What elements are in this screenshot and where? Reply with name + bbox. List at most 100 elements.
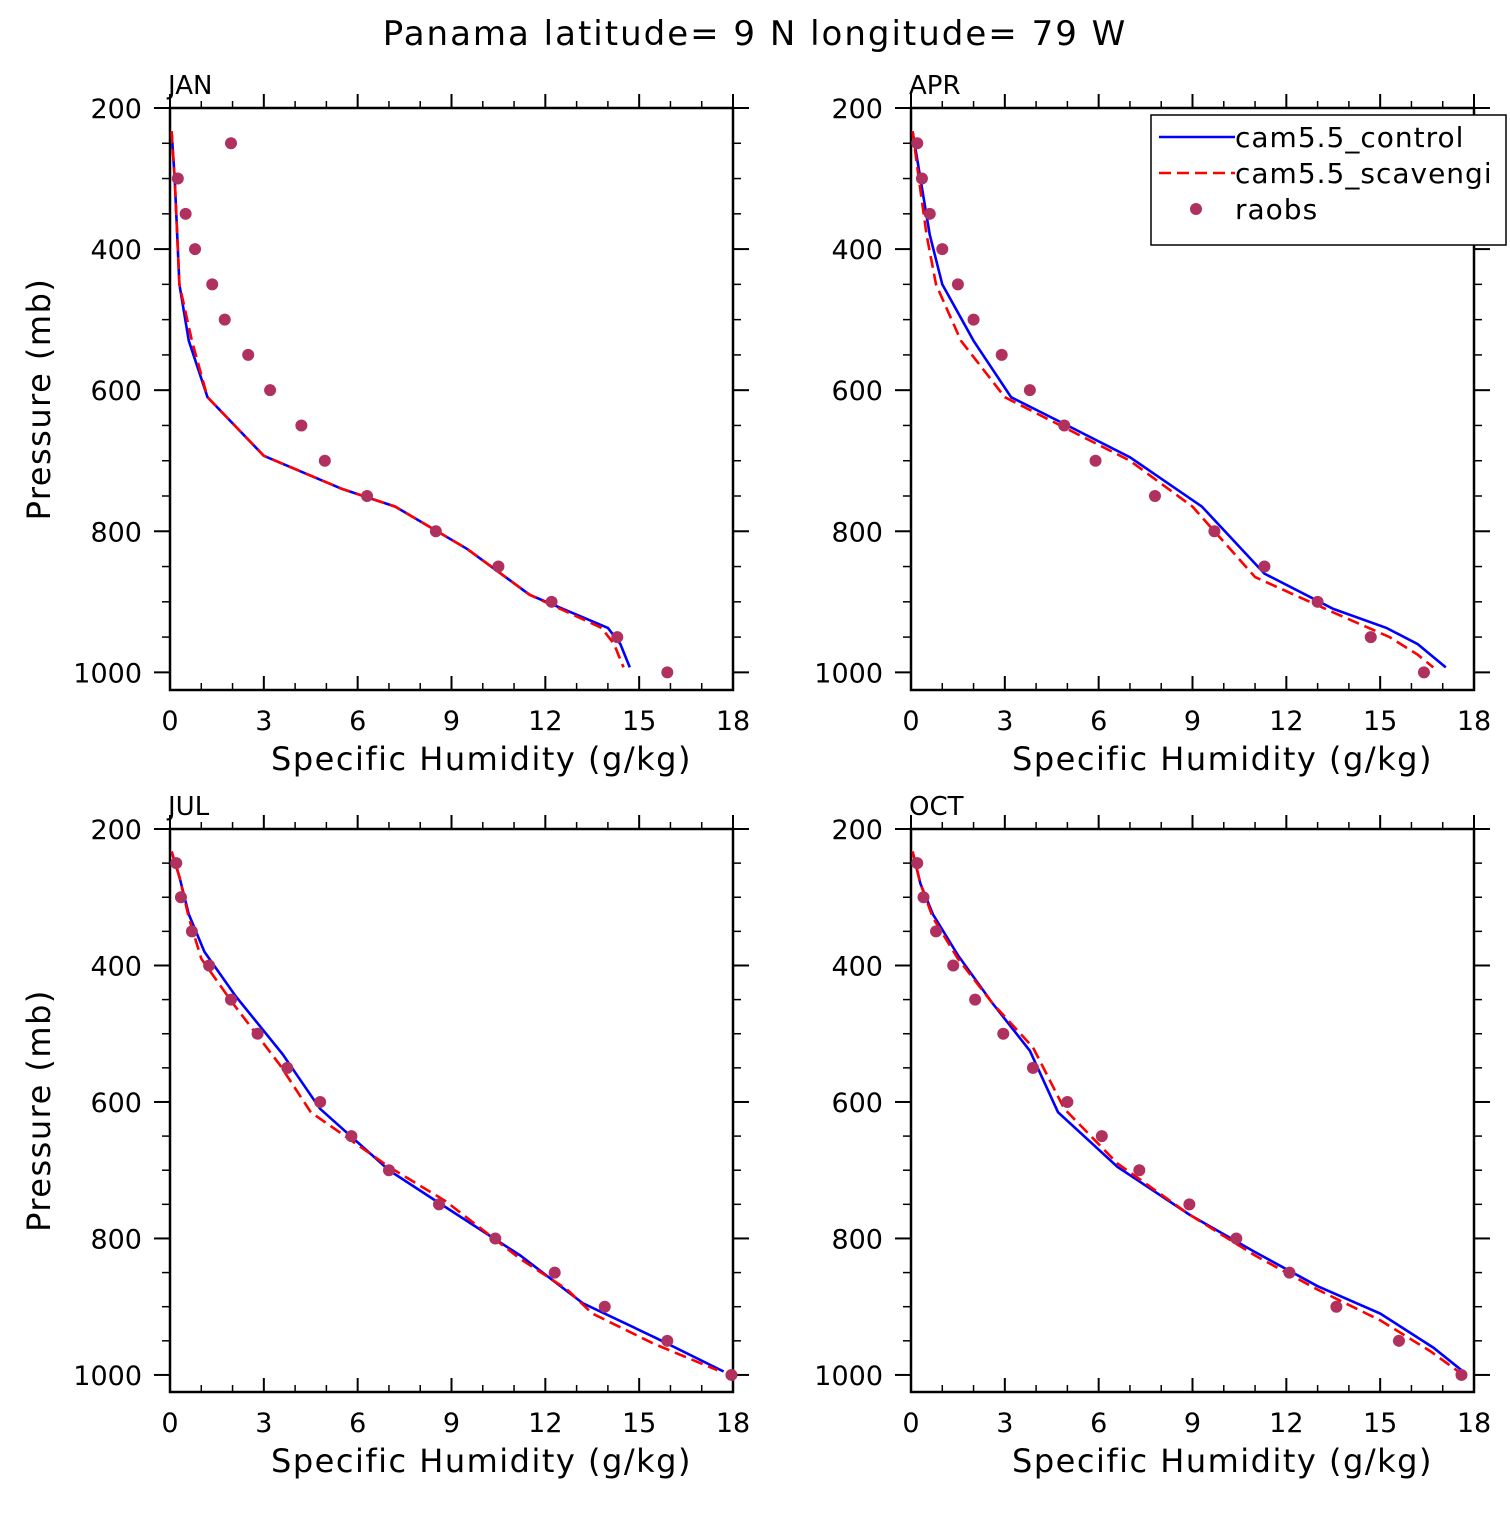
x-tick-label: 12: [528, 706, 562, 737]
series-line-cam5-5-control: [911, 131, 1447, 669]
series-line-cam5-5-scavengi: [170, 131, 625, 668]
data-point: [923, 207, 936, 220]
data-point: [1283, 1266, 1296, 1279]
data-point: [203, 959, 216, 972]
data-point: [951, 278, 964, 291]
data-point: [1089, 454, 1102, 467]
y-tick-label: 1000: [73, 658, 142, 689]
x-tick-label: 6: [1090, 1408, 1107, 1439]
data-point: [318, 454, 331, 467]
y-tick-label: 600: [831, 376, 883, 407]
legend-label: cam5.5_control: [1235, 121, 1464, 154]
data-point: [915, 172, 928, 185]
data-point: [224, 993, 237, 1006]
x-tick-label: 15: [622, 1408, 656, 1439]
series-line-cam5-5-scavengi: [911, 851, 1460, 1373]
data-point: [967, 313, 980, 326]
y-tick-label: 200: [831, 94, 883, 125]
series-raobs: [170, 857, 738, 1381]
data-point: [661, 666, 674, 679]
data-point: [1026, 1061, 1039, 1074]
y-tick-label: 1000: [814, 1361, 883, 1392]
y-axis-label: Pressure (mb): [20, 278, 58, 521]
data-point: [545, 595, 558, 608]
data-point: [174, 891, 187, 904]
panel-jul: JUL 0 3 6 9 12 15 18 200 400 600 800 1000 Specific Hu…: [20, 792, 750, 1480]
data-point: [997, 1027, 1010, 1040]
data-point: [179, 207, 192, 220]
data-point: [171, 172, 184, 185]
data-point: [224, 137, 237, 150]
data-point: [185, 925, 198, 938]
data-point: [1230, 1232, 1243, 1245]
x-tick-label: 18: [716, 1408, 750, 1439]
data-point: [492, 560, 505, 573]
x-tick-label: 3: [255, 706, 272, 737]
x-tick-label: 0: [902, 706, 919, 737]
data-point: [1455, 1368, 1468, 1381]
data-point: [911, 857, 924, 870]
x-tick-label: 3: [996, 706, 1013, 737]
data-point: [969, 993, 982, 1006]
plot-frame: [168, 106, 735, 692]
data-point: [361, 490, 374, 502]
data-point: [1311, 595, 1324, 608]
x-tick-label: 15: [1363, 1408, 1397, 1439]
data-point: [1095, 1130, 1108, 1143]
data-point: [314, 1095, 327, 1108]
panel-label-jan: JAN: [166, 71, 212, 101]
y-tick-label: 200: [831, 815, 883, 846]
legend-entry: raobs: [1190, 193, 1318, 226]
panel-jan: JAN 0 3 6 9 12 15 18 200 400 600 800 1000 Specific Hu…: [20, 71, 750, 778]
data-point: [1148, 490, 1161, 502]
data-point: [295, 419, 308, 432]
y-tick-label: 600: [90, 1088, 142, 1119]
y-tick-label: 800: [90, 517, 142, 548]
data-point: [382, 1164, 395, 1177]
data-point: [1058, 419, 1071, 432]
panel-label-oct: OCT: [909, 792, 964, 822]
x-tick-label: 0: [161, 706, 178, 737]
x-tick-label: 12: [1269, 1408, 1303, 1439]
data-point: [995, 348, 1008, 361]
y-tick-label: 400: [831, 951, 883, 982]
y-tick-label: 800: [831, 1224, 883, 1255]
x-tick-label: 9: [1184, 706, 1201, 737]
legend-label: raobs: [1235, 193, 1318, 226]
data-point: [598, 1300, 611, 1313]
data-point: [170, 857, 183, 870]
data-point: [429, 525, 442, 538]
y-tick-label: 200: [90, 94, 142, 125]
data-point: [1133, 1164, 1146, 1177]
data-point: [345, 1130, 358, 1143]
panel-apr: APR 0 3 6 9 12 15 18 200 400 600 800 1000 Specific Hu…: [814, 71, 1507, 778]
series-line-cam5-5-scavengi: [911, 131, 1435, 669]
data-point: [218, 313, 231, 326]
y-tick-label: 400: [831, 235, 883, 266]
y-tick-label: 1000: [73, 1361, 142, 1392]
legend-label: cam5.5_scavengi: [1235, 157, 1493, 190]
series-line-cam5-5-control: [170, 131, 632, 668]
legend-entry: cam5.5_scavengi: [1159, 157, 1493, 190]
series-line-cam5-5-control: [170, 851, 725, 1373]
x-axis-label: Specific Humidity (g/kg): [271, 1442, 692, 1480]
x-tick-label: 3: [255, 1408, 272, 1439]
data-point: [281, 1061, 294, 1074]
x-tick-label: 12: [1269, 706, 1303, 737]
data-point: [1061, 1095, 1074, 1108]
x-tick-label: 9: [443, 1408, 460, 1439]
x-tick-label: 18: [716, 706, 750, 737]
data-point: [1023, 384, 1036, 397]
y-tick-label: 200: [90, 815, 142, 846]
y-tick-label: 800: [831, 517, 883, 548]
data-point: [930, 925, 943, 938]
series-line-cam5-5-scavengi: [170, 851, 718, 1372]
data-point: [264, 384, 277, 397]
x-tick-label: 18: [1457, 1408, 1491, 1439]
data-point: [1330, 1300, 1343, 1313]
x-tick-label: 3: [996, 1408, 1013, 1439]
plot-frame: [168, 827, 735, 1394]
